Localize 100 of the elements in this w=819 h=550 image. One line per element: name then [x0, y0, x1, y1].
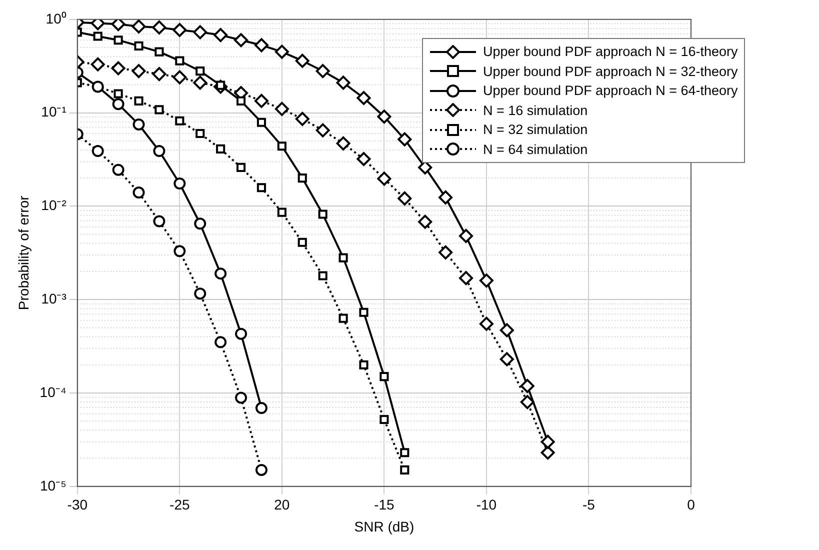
point: [154, 47, 164, 56]
point: [153, 215, 166, 228]
y-tick-label: 10⁰: [46, 10, 66, 26]
point: [236, 96, 246, 106]
point: [540, 446, 555, 460]
point: [254, 94, 268, 108]
x-tick-label: -10: [476, 496, 497, 513]
point: [356, 91, 371, 106]
point: [459, 228, 474, 243]
point: [377, 172, 392, 186]
point: [112, 164, 124, 176]
point: [132, 19, 146, 34]
point: [438, 190, 453, 204]
x-tick-label: 0: [687, 496, 696, 513]
x-tick-label: -25: [170, 496, 190, 513]
point: [174, 178, 186, 190]
point: [172, 70, 187, 84]
point: [172, 23, 187, 37]
point: [152, 67, 166, 82]
point: [520, 378, 534, 393]
point: [500, 323, 514, 338]
x-tick-label: -5: [582, 496, 596, 513]
point: [338, 314, 348, 323]
point: [298, 174, 307, 183]
legend-label: N = 64 simulation: [483, 140, 588, 158]
y-tick-label: 10⁻³: [41, 290, 67, 306]
point: [216, 144, 226, 154]
point: [153, 144, 166, 157]
point: [459, 271, 474, 286]
point: [277, 208, 286, 217]
point: [196, 66, 205, 76]
point: [336, 76, 350, 90]
y-tick-label: 10⁻⁴: [40, 384, 66, 400]
point: [398, 191, 412, 206]
point: [112, 98, 124, 110]
legend-label: N = 32 simulation: [483, 121, 588, 139]
point: [196, 128, 205, 138]
point: [295, 112, 310, 126]
point: [438, 245, 453, 260]
point: [214, 336, 227, 348]
point: [134, 41, 144, 50]
point: [132, 118, 145, 130]
point: [132, 186, 145, 199]
point: [400, 448, 410, 458]
x-tick-label: -30: [67, 496, 88, 513]
point: [500, 352, 514, 366]
point: [93, 32, 102, 41]
point: [236, 162, 246, 172]
point: [175, 116, 184, 126]
point: [132, 64, 146, 78]
point: [277, 142, 286, 151]
point: [174, 245, 186, 258]
point: [318, 210, 328, 219]
point: [111, 19, 126, 32]
point: [418, 214, 432, 229]
point: [235, 392, 248, 404]
point: [398, 132, 412, 146]
y-tick-label: 10⁻²: [41, 197, 67, 214]
point: [194, 218, 206, 230]
point: [336, 136, 350, 150]
point: [380, 414, 389, 424]
point: [356, 152, 371, 166]
point: [256, 183, 266, 192]
point: [316, 64, 330, 78]
x-tick-label: 20: [274, 496, 290, 513]
point: [295, 54, 310, 68]
point: [193, 76, 208, 90]
point: [338, 253, 348, 262]
x-tick-label: -15: [374, 496, 395, 513]
legend-label: Upper bound PDF approach N = 16-theory: [483, 43, 738, 61]
point: [114, 89, 123, 98]
legend-label: Upper bound PDF approach N = 64-theory: [483, 82, 738, 100]
point: [111, 61, 126, 76]
point: [214, 28, 228, 42]
y-axis-title: Probability of error: [15, 195, 32, 310]
point: [254, 38, 268, 52]
point: [479, 316, 494, 331]
point: [316, 123, 330, 138]
point: [274, 44, 289, 59]
point: [193, 25, 208, 40]
point: [235, 328, 248, 340]
point: [255, 402, 268, 414]
point: [520, 395, 534, 410]
point: [256, 118, 266, 127]
point: [359, 360, 368, 370]
legend-label: Upper bound PDF approach N = 32-theory: [483, 62, 738, 81]
point: [134, 96, 144, 106]
point: [400, 465, 410, 474]
point: [92, 144, 104, 157]
y-tick-label: 10⁻¹: [41, 104, 67, 120]
point: [194, 288, 206, 300]
point: [154, 105, 164, 114]
point: [274, 102, 289, 116]
point: [114, 36, 123, 45]
point: [380, 372, 389, 382]
point: [377, 110, 392, 124]
point: [214, 268, 227, 280]
point: [298, 238, 307, 247]
point: [175, 56, 184, 66]
point: [152, 20, 166, 34]
